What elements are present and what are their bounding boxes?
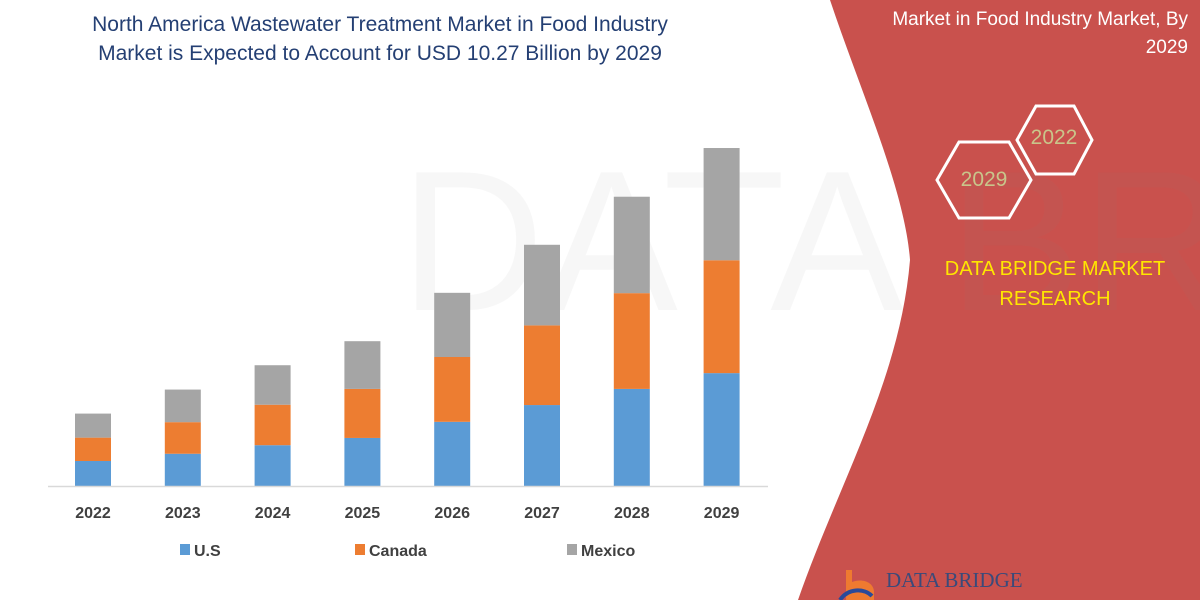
brand-line-2: RESEARCH bbox=[999, 288, 1111, 310]
chart-title: North America Wastewater Treatment Marke… bbox=[40, 10, 720, 68]
hex-label-2029: 2029 bbox=[960, 168, 1008, 191]
x-tick-label: 2029 bbox=[704, 505, 740, 522]
legend-label: U.S bbox=[194, 543, 221, 560]
title-line-2: Market is Expected to Account for USD 10… bbox=[98, 42, 662, 65]
bar-us-2026 bbox=[434, 421, 471, 486]
legend-swatch-us bbox=[180, 544, 190, 555]
hexagon-2029 bbox=[935, 140, 1033, 220]
bar-canada-2028 bbox=[613, 293, 650, 389]
logo-text: DATA BRIDGE bbox=[886, 568, 1023, 592]
side-title-line-2: 2029 bbox=[1145, 37, 1188, 58]
bar-canada-2026 bbox=[434, 356, 471, 422]
side-title-line-1: Market in Food Industry Market, By bbox=[892, 9, 1188, 30]
x-tick-label: 2028 bbox=[614, 505, 650, 522]
bar-mexico-2028 bbox=[613, 196, 650, 294]
bar-mexico-2026 bbox=[434, 292, 471, 357]
brand-text: DATA BRIDGE MARKET RESEARCH bbox=[920, 254, 1190, 314]
bar-canada-2027 bbox=[524, 325, 560, 406]
bar-canada-2023 bbox=[164, 422, 201, 454]
bar-mexico-2027 bbox=[524, 244, 560, 326]
x-tick-label: 2027 bbox=[524, 505, 560, 522]
bar-canada-2022 bbox=[75, 437, 111, 461]
legend-label: Canada bbox=[369, 543, 427, 560]
bar-us-2028 bbox=[613, 388, 650, 486]
bar-mexico-2029 bbox=[703, 148, 740, 261]
bar-mexico-2022 bbox=[75, 413, 111, 438]
stacked-bar-chart: 2022 2023 2024 2025 2026 2027 2028 2029 U.S Canad… bbox=[48, 148, 768, 560]
bar-canada-2029 bbox=[703, 260, 740, 374]
bar-canada-2024 bbox=[254, 404, 291, 446]
data-bridge-logo: DATA BRIDGE bbox=[838, 566, 1038, 602]
bar-canada-2025 bbox=[344, 388, 381, 438]
legend-swatch-canada bbox=[355, 544, 365, 555]
x-tick-label: 2026 bbox=[434, 505, 470, 522]
legend-swatch-mexico bbox=[567, 544, 577, 555]
title-line-1: North America Wastewater Treatment Marke… bbox=[92, 13, 668, 36]
bar-us-2024 bbox=[254, 445, 291, 486]
bar-mexico-2023 bbox=[164, 389, 201, 423]
bar-mexico-2025 bbox=[344, 341, 381, 389]
x-tick-label: 2025 bbox=[345, 505, 381, 522]
brand-line-1: DATA BRIDGE MARKET bbox=[944, 258, 1166, 280]
bar-us-2022 bbox=[75, 460, 111, 486]
x-tick-label: 2023 bbox=[165, 505, 201, 522]
bar-us-2023 bbox=[164, 453, 201, 486]
bar-us-2027 bbox=[524, 405, 560, 486]
x-tick-label: 2022 bbox=[75, 505, 111, 522]
legend-label: Mexico bbox=[581, 543, 635, 560]
bar-us-2029 bbox=[703, 373, 740, 486]
hex-label-2022: 2022 bbox=[1030, 126, 1078, 149]
logo-mark-icon bbox=[838, 570, 874, 602]
hexagon-2022 bbox=[1015, 104, 1094, 176]
bar-mexico-2024 bbox=[254, 365, 291, 405]
side-panel-title: Market in Food Industry Market, By 2029 bbox=[788, 6, 1188, 62]
red-side-panel bbox=[798, 0, 1200, 600]
x-tick-label: 2024 bbox=[255, 505, 291, 522]
bar-us-2025 bbox=[344, 437, 381, 486]
